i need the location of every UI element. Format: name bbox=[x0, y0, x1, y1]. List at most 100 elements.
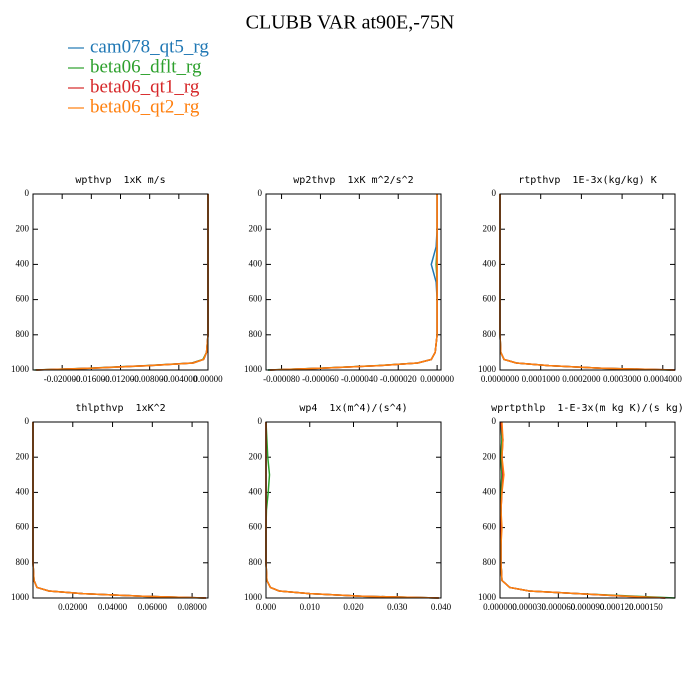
series-line bbox=[36, 194, 209, 371]
y-tick-label: 200 bbox=[249, 451, 263, 461]
y-tick-label: 400 bbox=[249, 258, 263, 268]
x-tick-label: -0.000060 bbox=[302, 374, 339, 384]
x-tick-label: 0.000150 bbox=[629, 602, 663, 612]
x-tick-label: 0.0003000 bbox=[603, 374, 642, 384]
series-line bbox=[499, 194, 676, 371]
x-tick-label: 0.010 bbox=[300, 602, 321, 612]
x-tick-label: 0.000 bbox=[256, 602, 277, 612]
x-tick-label: 0.0000000 bbox=[481, 374, 520, 384]
y-tick-label: 400 bbox=[16, 486, 30, 496]
x-tick-label: -0.012000 bbox=[102, 374, 139, 384]
y-tick-label: 1000 bbox=[11, 592, 30, 602]
series-line bbox=[265, 422, 439, 599]
y-tick-label: 0 bbox=[25, 416, 30, 426]
chart-title: CLUBB VAR at90E,-75N bbox=[246, 12, 455, 34]
series-line bbox=[265, 422, 439, 599]
series-line bbox=[265, 422, 439, 599]
y-tick-label: 1000 bbox=[244, 364, 263, 374]
plot-frame bbox=[265, 193, 442, 371]
series-line bbox=[265, 421, 439, 599]
series-line bbox=[32, 422, 207, 599]
x-tick-label: -0.004000 bbox=[160, 374, 197, 384]
x-tick-label: 0.0004000 bbox=[644, 374, 683, 384]
y-tick-label: 0 bbox=[25, 188, 30, 198]
y-tick-label: 600 bbox=[16, 522, 30, 532]
y-tick-label: 400 bbox=[249, 486, 263, 496]
series-line bbox=[32, 422, 205, 599]
x-tick-label: 0.030 bbox=[387, 602, 408, 612]
y-tick-label: 600 bbox=[16, 294, 30, 304]
panel-title: wp4 1x(m^4)/(s^4) bbox=[299, 403, 407, 414]
x-tick-label: 0.000000 bbox=[420, 374, 454, 384]
y-tick-label: 600 bbox=[483, 522, 497, 532]
x-tick-label: 0.000090 bbox=[571, 602, 605, 612]
legend-label: cam078_qt5_rg bbox=[90, 36, 209, 57]
y-tick-label: 800 bbox=[483, 329, 497, 339]
y-tick-label: 800 bbox=[16, 557, 30, 567]
y-tick-label: 600 bbox=[483, 294, 497, 304]
y-tick-label: 0 bbox=[258, 416, 263, 426]
legend-label: beta06_dflt_rg bbox=[90, 56, 202, 77]
x-tick-label: -0.000040 bbox=[341, 374, 378, 384]
x-tick-label: 0.08000 bbox=[177, 602, 207, 612]
y-tick-label: 200 bbox=[16, 223, 30, 233]
x-tick-label: -0.020000 bbox=[44, 374, 81, 384]
legend-label: beta06_qt1_rg bbox=[90, 76, 200, 97]
legend-label: beta06_qt2_rg bbox=[90, 96, 200, 117]
panel-title: rtpthvp 1E-3x(kg/kg) K bbox=[518, 175, 656, 186]
x-tick-label: 0.020 bbox=[343, 602, 364, 612]
series-line bbox=[267, 194, 438, 371]
series-line bbox=[499, 194, 671, 371]
y-tick-label: 0 bbox=[492, 188, 497, 198]
y-tick-label: 200 bbox=[249, 223, 263, 233]
plot-frame bbox=[499, 193, 676, 371]
panel-title: thlpthvp 1xK^2 bbox=[75, 403, 165, 414]
x-tick-label: 0.0002000 bbox=[562, 374, 601, 384]
x-tick-label: 0.06000 bbox=[138, 602, 168, 612]
y-tick-label: 800 bbox=[483, 557, 497, 567]
series-line bbox=[499, 194, 676, 371]
y-tick-label: 1000 bbox=[478, 592, 497, 602]
y-tick-label: 800 bbox=[249, 557, 263, 567]
x-tick-label: 0.02000 bbox=[58, 602, 88, 612]
series-line bbox=[500, 421, 676, 599]
y-tick-label: 600 bbox=[249, 294, 263, 304]
x-tick-label: 0.04000 bbox=[98, 602, 128, 612]
series-line bbox=[500, 421, 666, 599]
series-line bbox=[35, 194, 209, 371]
y-tick-label: 200 bbox=[16, 451, 30, 461]
plot-frame bbox=[32, 193, 209, 371]
x-tick-label: 0.040 bbox=[431, 602, 452, 612]
series-line bbox=[36, 194, 209, 371]
series-line bbox=[269, 194, 438, 371]
panel-title: wp2thvp 1xK m^2/s^2 bbox=[293, 175, 413, 186]
panel-title: wpthvp 1xK m/s bbox=[75, 175, 165, 186]
x-tick-label: 0.000030 bbox=[512, 602, 546, 612]
x-tick-label: -0.008000 bbox=[131, 374, 168, 384]
series-line bbox=[267, 194, 438, 371]
x-tick-label: 0.000120 bbox=[600, 602, 634, 612]
series-line bbox=[34, 194, 209, 371]
x-tick-label: 0.00000 bbox=[193, 374, 223, 384]
y-tick-label: 1000 bbox=[478, 364, 497, 374]
y-tick-label: 600 bbox=[249, 522, 263, 532]
x-tick-label: -0.016000 bbox=[73, 374, 110, 384]
series-line bbox=[32, 422, 207, 599]
y-tick-label: 400 bbox=[483, 486, 497, 496]
panel-title: wprtpthlp 1-E-3x(m kg K)/(s kg) bbox=[491, 403, 684, 414]
series-line bbox=[500, 421, 666, 599]
y-tick-label: 400 bbox=[16, 258, 30, 268]
y-tick-label: 0 bbox=[492, 416, 497, 426]
series-line bbox=[499, 194, 676, 371]
y-tick-label: 400 bbox=[483, 258, 497, 268]
y-tick-label: 1000 bbox=[244, 592, 263, 602]
x-tick-label: -0.000020 bbox=[380, 374, 417, 384]
y-tick-label: 800 bbox=[16, 329, 30, 339]
y-tick-label: 1000 bbox=[11, 364, 30, 374]
y-tick-label: 200 bbox=[483, 451, 497, 461]
x-tick-label: 0.000000 bbox=[483, 602, 517, 612]
x-tick-label: -0.000080 bbox=[263, 374, 300, 384]
x-tick-label: 0.0001000 bbox=[522, 374, 561, 384]
